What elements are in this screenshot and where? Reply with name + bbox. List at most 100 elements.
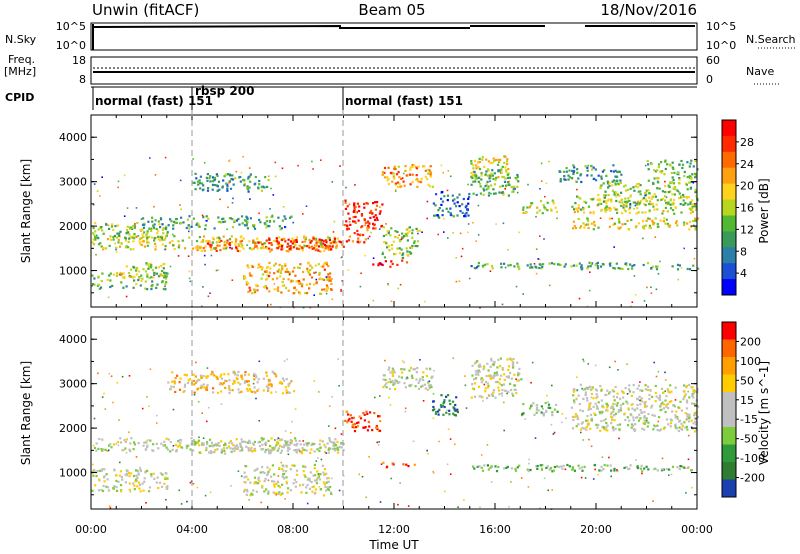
heatmap-cell [343, 224, 346, 227]
heatmap-cell [653, 177, 656, 180]
y-tick-label: 1000 [59, 265, 87, 278]
power-ylabel: Slant Range [km] [19, 159, 33, 263]
heatmap-cell [497, 158, 500, 161]
heatmap-cell [610, 469, 613, 472]
heatmap-cell [281, 492, 284, 495]
heatmap-cell [608, 206, 611, 209]
heatmap-cell [682, 398, 685, 401]
heatmap-cell [636, 182, 639, 186]
heatmap-cell [241, 378, 244, 381]
heatmap-cell [456, 408, 459, 411]
heatmap-cell [406, 253, 409, 256]
heatmap-cell [322, 471, 325, 474]
heatmap-cell [278, 243, 281, 247]
heatmap-cell [499, 170, 502, 173]
heatmap-cell [112, 443, 116, 446]
heatmap-cell [413, 241, 416, 245]
heatmap-cell [558, 170, 561, 173]
heatmap-cell [623, 200, 627, 203]
heatmap-cell [278, 467, 281, 470]
heatmap-cell [416, 245, 419, 248]
heatmap-cell [669, 181, 672, 184]
heatmap-cell [159, 226, 162, 229]
heatmap-cell [437, 410, 440, 413]
heatmap-cell [581, 469, 584, 472]
heatmap-cell [663, 407, 666, 410]
heatmap-cell [540, 267, 543, 270]
heatmap-cell [295, 481, 298, 484]
heatmap-cell [211, 180, 214, 183]
heatmap-cell [172, 233, 174, 236]
heatmap-cell [495, 176, 498, 179]
heatmap-cell [305, 283, 308, 286]
heatmap-cell [531, 266, 534, 269]
heatmap-cell [245, 488, 249, 491]
heatmap-cell [626, 402, 629, 405]
heatmap-cell [280, 270, 283, 273]
cpid-segment-label: normal (fast) 151 [345, 94, 463, 108]
heatmap-cell [340, 446, 343, 449]
heatmap-cell [303, 246, 305, 248]
heatmap-cell [424, 300, 426, 303]
heatmap-cell [658, 187, 661, 190]
heatmap-cell [117, 186, 119, 189]
heatmap-cell [595, 393, 598, 396]
heatmap-cell [218, 444, 221, 448]
heatmap-cell [686, 415, 689, 418]
heatmap-cell [295, 448, 298, 451]
heatmap-cell [634, 204, 637, 207]
heatmap-cell [404, 410, 407, 413]
heatmap-cell [257, 263, 260, 266]
heatmap-cell [243, 381, 246, 384]
heatmap-cell [648, 393, 651, 397]
heatmap-cell [228, 241, 231, 245]
heatmap-cell [178, 381, 181, 384]
heatmap-cell [166, 477, 169, 480]
heatmap-cell [597, 423, 600, 427]
heatmap-cell [209, 451, 213, 455]
heatmap-cell [133, 275, 136, 278]
heatmap-cell [300, 282, 303, 285]
heatmap-cell [180, 208, 182, 211]
heatmap-cell [555, 403, 558, 406]
heatmap-cell [516, 262, 519, 265]
heatmap-cell [95, 449, 98, 452]
heatmap-cell [272, 491, 275, 494]
heatmap-cell [288, 382, 291, 385]
heatmap-cell [409, 246, 412, 249]
heatmap-cell [284, 430, 287, 432]
heatmap-cell [676, 224, 679, 227]
heatmap-cell [354, 221, 357, 224]
heatmap-cell [664, 159, 667, 162]
heatmap-cell [486, 174, 490, 177]
heatmap-cell [115, 443, 117, 445]
heatmap-cell [318, 478, 321, 481]
heatmap-cell [323, 443, 326, 446]
heatmap-cell [661, 170, 664, 173]
heatmap-cell [568, 176, 571, 179]
heatmap-cell [440, 191, 443, 194]
heatmap-cell [244, 374, 247, 377]
heatmap-cell [293, 390, 296, 393]
heatmap-cell [550, 262, 553, 265]
colorbar-tick-label: -200 [740, 472, 765, 485]
heatmap-cell [580, 466, 583, 469]
heatmap-cell [133, 484, 136, 487]
heatmap-cell [684, 426, 687, 429]
heatmap-cell [493, 172, 496, 175]
heatmap-cell [266, 389, 270, 392]
nave-tick-top: 60 [706, 54, 720, 67]
heatmap-cell [491, 174, 494, 177]
heatmap-cell [396, 236, 399, 239]
heatmap-cell [549, 406, 552, 410]
heatmap-cell [624, 418, 627, 422]
heatmap-cell [448, 413, 451, 416]
heatmap-cell [413, 240, 416, 243]
heatmap-cell [626, 219, 629, 222]
heatmap-cell [681, 163, 685, 166]
heatmap-cell [377, 264, 380, 267]
heatmap-cell [321, 464, 324, 467]
heatmap-cell [179, 204, 181, 206]
heatmap-cell [287, 250, 290, 253]
heatmap-cell [92, 238, 95, 241]
